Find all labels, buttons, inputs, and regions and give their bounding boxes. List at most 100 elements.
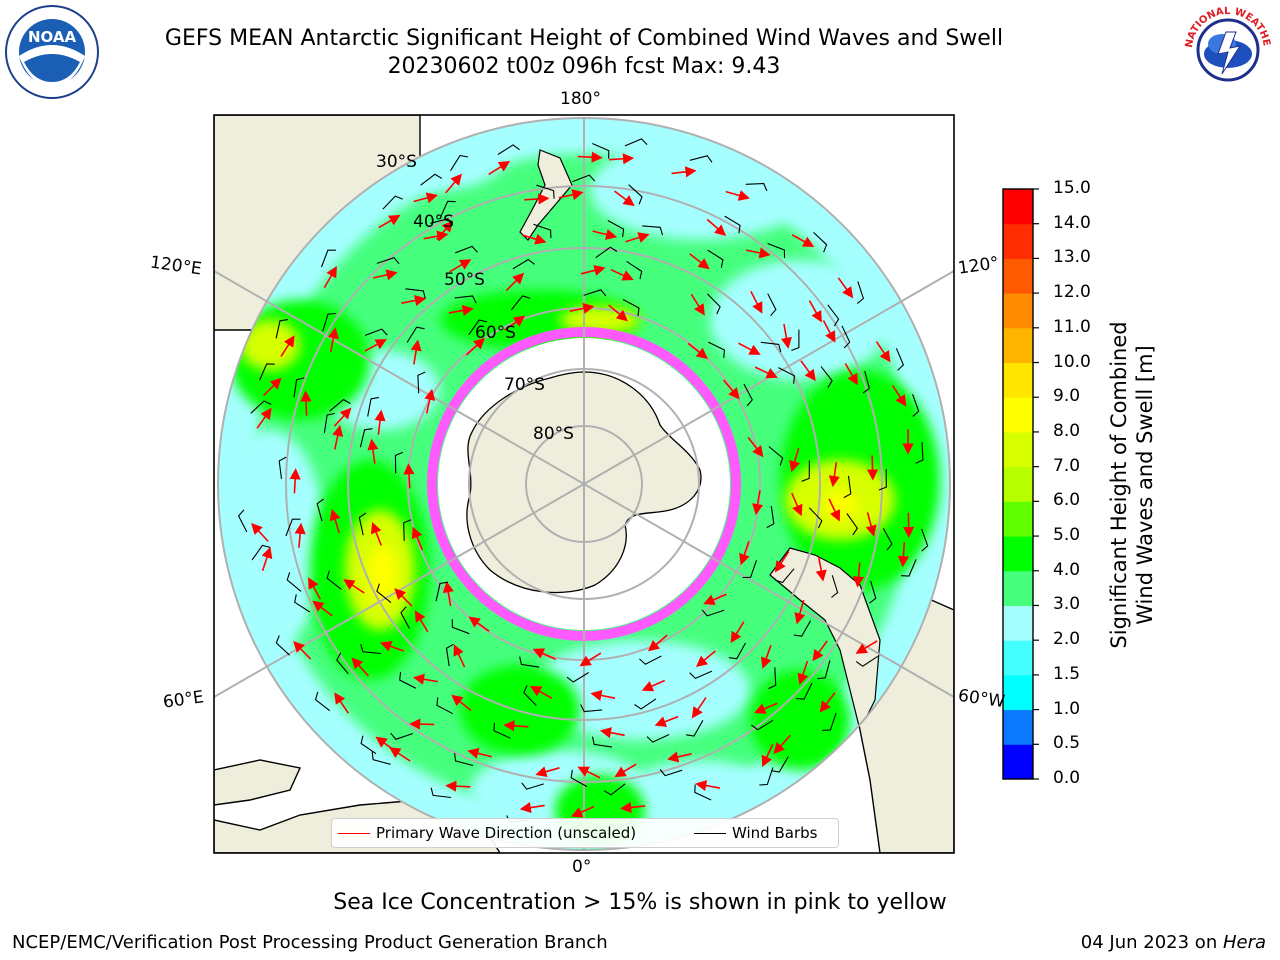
wave-arrow — [791, 234, 815, 248]
wave-arrow — [580, 264, 606, 276]
wind-barb — [320, 249, 336, 268]
wind-barb — [275, 635, 290, 656]
colorbar-segment — [1003, 570, 1033, 606]
wind-barb — [856, 281, 865, 305]
noaa-logo-icon: NOAA — [5, 5, 99, 99]
wind-barb — [566, 672, 589, 683]
wave-arrow — [300, 390, 312, 416]
chart-subtitle: 20230602 t00z 096h fcst Max: 9.43 — [387, 54, 781, 79]
colorbar-segment — [1003, 293, 1033, 329]
wave-arrow — [608, 153, 635, 165]
wave-arrow — [866, 455, 879, 481]
wave-arrow — [263, 377, 282, 397]
colorbar-tick-label: 10.0 — [1053, 351, 1091, 372]
wave-arrow — [608, 304, 628, 322]
wind-barbs — [237, 138, 929, 833]
wind-barb — [768, 446, 784, 466]
wave-arrow — [794, 599, 806, 625]
wind-barb — [430, 787, 452, 799]
wave-arrow — [747, 436, 764, 458]
wind-barb — [360, 643, 381, 655]
wind-barb — [278, 456, 287, 479]
wind-barb — [468, 319, 488, 336]
wave-arrow — [449, 259, 472, 273]
colorbar — [1003, 188, 1039, 780]
wind-barb — [454, 752, 474, 767]
wind-barb — [360, 735, 377, 755]
south-america-land — [769, 547, 881, 732]
wave-arrow — [261, 546, 273, 571]
wave-arrow — [375, 736, 397, 753]
colorbar-tick-label: 0.0 — [1053, 768, 1081, 788]
wave-arrow — [689, 253, 710, 270]
colorbar-tick-label: 3.0 — [1053, 594, 1081, 615]
wave-arrow — [570, 805, 595, 818]
wind-barb — [766, 505, 775, 529]
wind-barb — [742, 560, 758, 579]
wind-barb — [841, 325, 851, 349]
wind-barb — [314, 691, 331, 712]
colorbar-segment — [1003, 605, 1033, 641]
wave-arrow — [844, 363, 858, 386]
wave-arrow — [451, 694, 472, 712]
wave-arrow — [411, 526, 424, 551]
wave-arrow — [436, 220, 454, 241]
wave-arrow — [855, 640, 878, 654]
colorbar-label-line2: Wind Waves and Swell [m] — [1133, 345, 1157, 625]
wave-arrow — [891, 385, 907, 407]
colorbar-segment — [1003, 466, 1033, 502]
wind-barb — [454, 295, 477, 304]
wind-barb — [420, 173, 443, 186]
wind-barb — [367, 396, 380, 417]
wind-barb — [591, 736, 613, 748]
wind-barb — [326, 570, 342, 590]
legend-label-barbs: Wind Barbs — [732, 824, 818, 842]
lat-label-50s: 50°S — [444, 270, 485, 290]
colorbar-tick-label: 13.0 — [1053, 247, 1091, 268]
wind-barb — [796, 682, 813, 700]
colorbar-tick-label: 11.0 — [1053, 316, 1091, 337]
wave-arrow — [812, 640, 828, 662]
wind-barb — [293, 377, 305, 398]
colorbar-segment — [1003, 362, 1033, 398]
wave-arrow — [703, 593, 727, 605]
wind-barb — [439, 200, 456, 218]
wave-arrow — [865, 512, 877, 537]
wind-barb — [901, 559, 917, 577]
wave-arrow — [467, 747, 492, 759]
colorbar-tick-label: 9.0 — [1053, 386, 1081, 407]
wind-barb — [400, 606, 410, 629]
colorbar-tick-label: 0.5 — [1053, 733, 1081, 754]
wind-barb — [510, 295, 531, 311]
legend-swatch-wave — [338, 832, 370, 834]
wave-arrow — [722, 379, 740, 400]
wind-barb — [572, 174, 596, 183]
wave-arrow — [739, 541, 750, 566]
wave-arrow — [334, 692, 350, 714]
colorbar-segment — [1003, 258, 1033, 294]
wave-arrow — [364, 338, 387, 352]
wave-arrow — [524, 193, 550, 205]
lat-label-40s: 40°S — [413, 212, 454, 232]
wind-barb — [417, 371, 426, 394]
wave-arrow — [251, 522, 269, 542]
wave-arrow — [760, 644, 772, 669]
wave-arrow — [620, 801, 646, 813]
wind-barb — [774, 568, 795, 584]
wave-arrow — [529, 685, 553, 700]
wind-barb — [808, 507, 823, 529]
wind-barb — [512, 258, 535, 270]
wave-arrow — [852, 562, 865, 588]
wind-barb — [329, 398, 351, 412]
wind-barb — [724, 215, 741, 234]
wave-arrow — [445, 780, 471, 792]
colorbar-segment — [1003, 327, 1033, 364]
colorbar-segment — [1003, 674, 1033, 711]
wind-barb — [493, 722, 511, 739]
wind-barb — [455, 245, 478, 254]
sea-ice-note-text: Sea Ice Concentration > 15% is shown in … — [333, 890, 947, 915]
wind-barb — [767, 242, 786, 259]
wave-arrow — [808, 300, 822, 323]
wave-arrow — [690, 293, 705, 316]
wind-barb — [258, 363, 275, 381]
